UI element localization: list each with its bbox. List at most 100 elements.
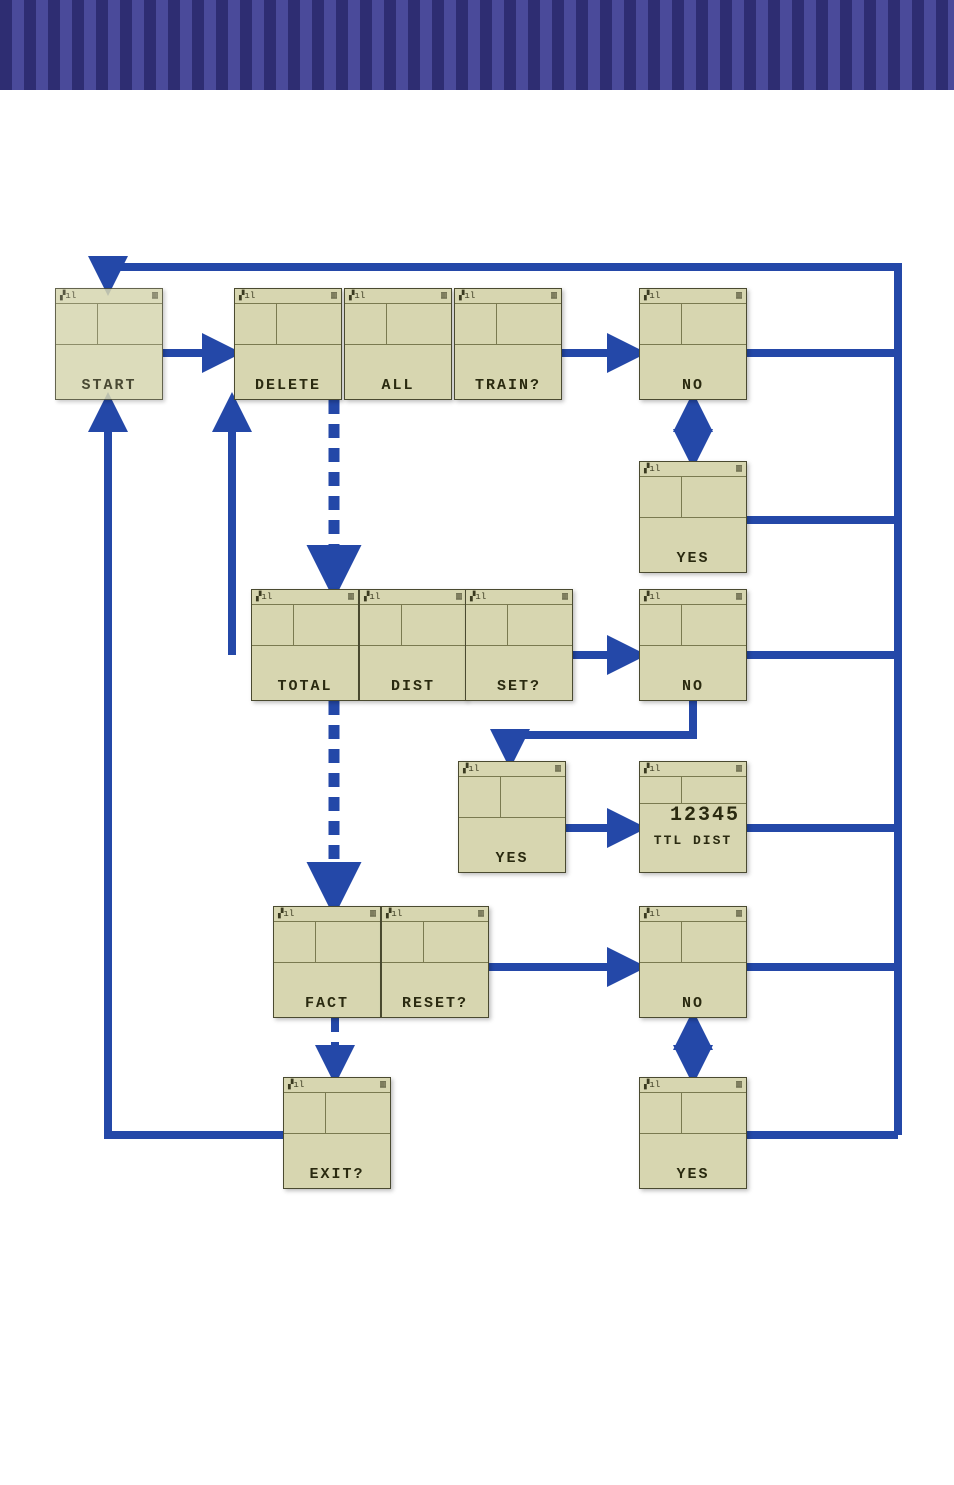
node-label: SET? xyxy=(466,674,572,698)
signal-icon xyxy=(60,291,76,301)
node-label: RESET? xyxy=(382,991,488,1015)
status-row xyxy=(459,762,565,776)
node-label: DIST xyxy=(360,674,466,698)
node-no3: NO xyxy=(639,906,747,1018)
signal-icon xyxy=(644,464,660,474)
signal-icon xyxy=(470,592,486,602)
node-exit: EXIT? xyxy=(283,1077,391,1189)
signal-icon xyxy=(278,909,294,919)
status-row xyxy=(382,907,488,921)
node-label: YES xyxy=(459,846,565,870)
battery-icon xyxy=(736,1079,742,1091)
node-label: YES xyxy=(640,1162,746,1186)
status-row xyxy=(56,289,162,303)
edge-exit-start xyxy=(108,400,283,1135)
node-label: DELETE xyxy=(235,373,341,397)
battery-icon xyxy=(370,908,376,920)
lcd-mid xyxy=(455,303,561,345)
lcd-mid xyxy=(640,1092,746,1134)
lcd-mid xyxy=(640,776,746,804)
lcd-mid xyxy=(284,1092,390,1134)
lcd-mid xyxy=(235,303,341,345)
node-label: START xyxy=(56,373,162,397)
header-stripes xyxy=(0,0,954,90)
battery-icon xyxy=(562,591,568,603)
status-row xyxy=(455,289,561,303)
node-set: SET? xyxy=(465,589,573,701)
edges-layer xyxy=(0,0,954,1485)
signal-icon xyxy=(644,592,660,602)
battery-icon xyxy=(736,591,742,603)
node-label: FACT xyxy=(274,991,380,1015)
status-row xyxy=(235,289,341,303)
node-value: 12345 xyxy=(640,804,746,828)
status-row xyxy=(274,907,380,921)
node-label: NO xyxy=(640,991,746,1015)
battery-icon xyxy=(736,908,742,920)
node-label: TTL DIST xyxy=(640,828,746,852)
status-row xyxy=(640,462,746,476)
signal-icon xyxy=(644,764,660,774)
battery-icon xyxy=(331,290,337,302)
node-label: EXIT? xyxy=(284,1162,390,1186)
lcd-mid xyxy=(56,303,162,345)
node-label: TRAIN? xyxy=(455,373,561,397)
node-label: NO xyxy=(640,674,746,698)
battery-icon xyxy=(380,1079,386,1091)
signal-icon xyxy=(288,1080,304,1090)
lcd-mid xyxy=(459,776,565,818)
node-train: TRAIN? xyxy=(454,288,562,400)
status-row xyxy=(252,590,358,604)
node-delete: DELETE xyxy=(234,288,342,400)
battery-icon xyxy=(736,763,742,775)
battery-icon xyxy=(456,591,462,603)
signal-icon xyxy=(386,909,402,919)
node-no1: NO xyxy=(639,288,747,400)
lcd-mid xyxy=(640,604,746,646)
signal-icon xyxy=(239,291,255,301)
lcd-mid xyxy=(360,604,466,646)
battery-icon xyxy=(348,591,354,603)
battery-icon xyxy=(441,290,447,302)
node-fact: FACT xyxy=(273,906,381,1018)
node-label: ALL xyxy=(345,373,451,397)
lcd-mid xyxy=(640,476,746,518)
signal-icon xyxy=(256,592,272,602)
node-dist: DIST xyxy=(359,589,467,701)
status-row xyxy=(360,590,466,604)
signal-icon xyxy=(459,291,475,301)
node-start: START xyxy=(55,288,163,400)
status-row xyxy=(345,289,451,303)
status-row xyxy=(640,289,746,303)
status-row xyxy=(284,1078,390,1092)
signal-icon xyxy=(644,909,660,919)
node-no2: NO xyxy=(639,589,747,701)
status-row xyxy=(640,762,746,776)
battery-icon xyxy=(478,908,484,920)
node-yes3: YES xyxy=(639,1077,747,1189)
battery-icon xyxy=(555,763,561,775)
battery-icon xyxy=(551,290,557,302)
signal-icon xyxy=(364,592,380,602)
node-total: TOTAL xyxy=(251,589,359,701)
lcd-mid xyxy=(640,303,746,345)
battery-icon xyxy=(736,463,742,475)
signal-icon xyxy=(349,291,365,301)
battery-icon xyxy=(736,290,742,302)
lcd-mid xyxy=(274,921,380,963)
status-row xyxy=(466,590,572,604)
lcd-mid xyxy=(345,303,451,345)
lcd-mid xyxy=(466,604,572,646)
signal-icon xyxy=(644,291,660,301)
node-all: ALL xyxy=(344,288,452,400)
edge-no2-yes2 xyxy=(510,701,693,761)
lcd-mid xyxy=(252,604,358,646)
status-row xyxy=(640,1078,746,1092)
status-row xyxy=(640,907,746,921)
signal-icon xyxy=(644,1080,660,1090)
diagram-canvas: START DELETEALLTRAIN? NO YES TOTALDISTSET? NO… xyxy=(0,0,954,1485)
node-label: TOTAL xyxy=(252,674,358,698)
node-label: YES xyxy=(640,546,746,570)
node-yes1: YES xyxy=(639,461,747,573)
battery-icon xyxy=(152,290,158,302)
